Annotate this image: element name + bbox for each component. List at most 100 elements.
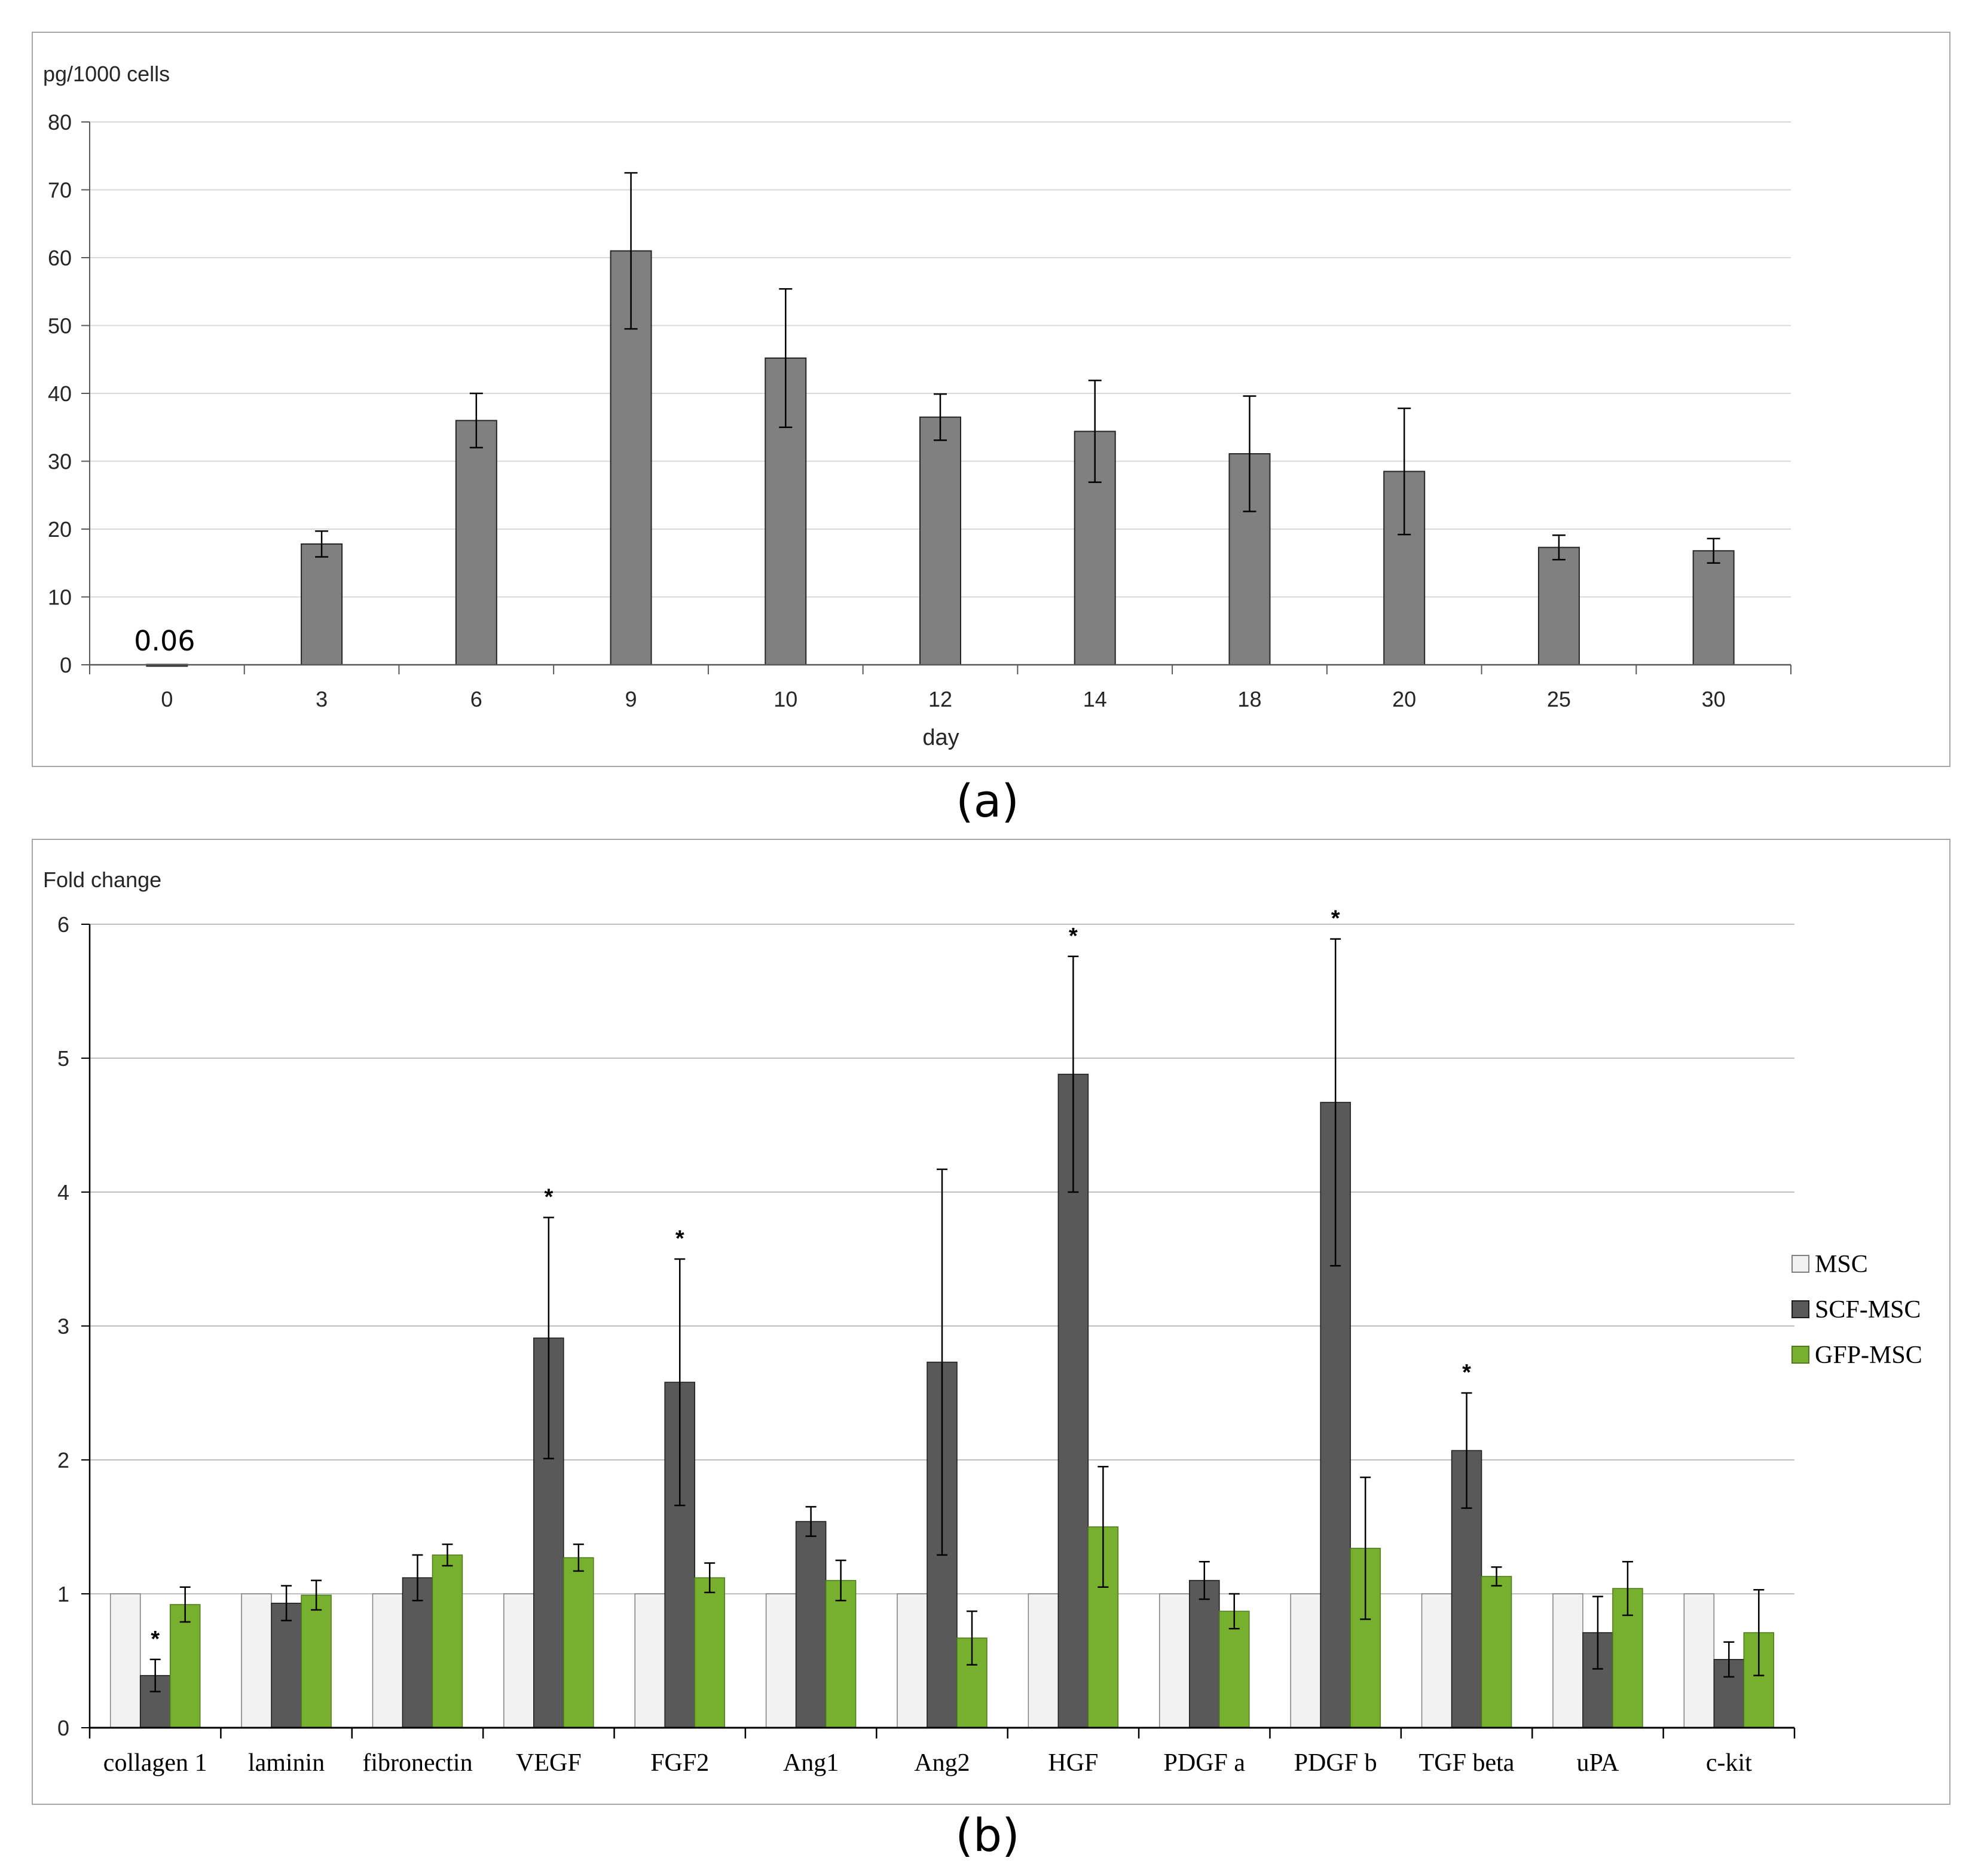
b-x-tick-label-c-kit: c-kit xyxy=(1706,1749,1752,1777)
b-y-tick-label-3: 3 xyxy=(57,1314,69,1339)
b-bar-tgf-beta-gfp-msc xyxy=(1481,1576,1512,1728)
a-y-tick-label-80: 80 xyxy=(48,110,72,135)
a-x-tick-label-9: 9 xyxy=(625,687,637,711)
a-x-tick-label-14: 14 xyxy=(1083,687,1107,711)
b-bar-fgf2-msc xyxy=(634,1593,665,1728)
b-bar-ang1-scf-msc xyxy=(795,1521,827,1728)
b-x-tick-label-laminin: laminin xyxy=(248,1749,325,1777)
panel-b-x-axis xyxy=(88,1727,1796,1738)
b-x-tick-label-ang2: Ang2 xyxy=(914,1749,970,1777)
a-bar-day-30 xyxy=(1692,550,1735,665)
b-legend-swatch-msc xyxy=(1791,1255,1809,1273)
b-y-tick-label-5: 5 xyxy=(57,1046,69,1071)
b-x-tick-label-upa: uPA xyxy=(1577,1749,1620,1777)
b-significance-star-pdgf-b: * xyxy=(1331,906,1340,931)
a-x-tick-label-0: 0 xyxy=(161,687,173,711)
b-bar-fibronectin-gfp-msc xyxy=(432,1554,463,1728)
b-bar-laminin-scf-msc xyxy=(271,1602,302,1728)
panel-a-caption: (a) xyxy=(956,774,1019,827)
b-bar-fibronectin-scf-msc xyxy=(402,1577,433,1728)
panel-b-chart: Fold change 0 1 2 3 4 5 6 * * * * * * collagen 1 lam… xyxy=(32,839,1950,1805)
b-bar-collagen-1-msc xyxy=(109,1593,141,1728)
b-significance-star-hgf: * xyxy=(1069,924,1078,949)
b-bar-upa-msc xyxy=(1552,1593,1583,1728)
a-y-tick-label-20: 20 xyxy=(48,517,72,542)
a-y-tick-label-0: 0 xyxy=(60,653,72,677)
b-bar-hgf-msc xyxy=(1028,1593,1059,1728)
b-bar-collagen-1-gfp-msc xyxy=(169,1604,201,1728)
a-y-tick-label-70: 70 xyxy=(48,178,72,203)
b-bar-pdgf-a-gfp-msc xyxy=(1219,1611,1250,1728)
panel-a-gridlines xyxy=(90,121,1791,598)
panel-a-y-tick-labels: 0 10 20 30 40 50 60 70 80 xyxy=(48,110,90,677)
a-x-tick-label-25: 25 xyxy=(1547,687,1571,711)
panel-a-bars: 0.06 xyxy=(134,172,1735,667)
a-bar-day-6 xyxy=(455,420,497,666)
b-legend-swatch-gfp-msc xyxy=(1791,1346,1809,1364)
b-significance-star-vegf: * xyxy=(544,1185,553,1210)
panel-b-caption: (b) xyxy=(955,1808,1020,1862)
b-bar-ang2-msc xyxy=(897,1593,928,1728)
b-y-tick-label-2: 2 xyxy=(57,1448,69,1472)
b-bar-tgf-beta-msc xyxy=(1421,1593,1453,1728)
panel-b-x-tick-labels: collagen 1 laminin fibronectin VEGF FGF2 Ang1… xyxy=(103,1749,1752,1777)
a-bar-day-3 xyxy=(301,543,343,665)
b-y-tick-label-1: 1 xyxy=(57,1582,69,1606)
b-legend-swatch-scf-msc xyxy=(1791,1300,1809,1318)
a-x-tick-label-20: 20 xyxy=(1392,687,1416,711)
b-y-tick-label-4: 4 xyxy=(57,1180,69,1205)
panel-a-x-tick-labels: 0 3 6 9 10 12 14 18 20 25 30 xyxy=(161,687,1725,711)
b-x-tick-label-ang1: Ang1 xyxy=(783,1749,839,1777)
b-bar-ang1-gfp-msc xyxy=(825,1579,857,1728)
b-bar-fgf2-gfp-msc xyxy=(694,1577,725,1728)
b-bar-c-kit-msc xyxy=(1683,1593,1715,1728)
b-x-tick-label-fibronectin: fibronectin xyxy=(362,1749,472,1777)
a-x-tick-label-18: 18 xyxy=(1237,687,1261,711)
b-x-tick-label-hgf: HGF xyxy=(1048,1749,1098,1777)
b-x-tick-label-pdgf-b: PDGF b xyxy=(1294,1749,1377,1777)
a-bar-day-25 xyxy=(1537,546,1580,666)
b-legend-label-scf-msc: SCF-MSC xyxy=(1815,1296,1921,1324)
a-y-tick-label-50: 50 xyxy=(48,314,72,338)
b-x-tick-label-collagen-1: collagen 1 xyxy=(103,1749,207,1777)
panel-b-bars: * * * * * * xyxy=(109,906,1775,1728)
panel-a-frame xyxy=(32,32,1950,767)
panel-a-chart: pg/1000 cells 0 10 20 30 40 50 60 70 80 0.06 0 3 6… xyxy=(32,32,1950,767)
a-x-tick-label-6: 6 xyxy=(470,687,482,711)
a-x-tick-label-3: 3 xyxy=(316,687,328,711)
b-bar-vegf-msc xyxy=(503,1593,534,1728)
b-bar-fibronectin-msc xyxy=(372,1593,403,1728)
a-x-tick-label-10: 10 xyxy=(774,687,797,711)
b-y-tick-label-6: 6 xyxy=(57,912,69,937)
b-bar-pdgf-a-scf-msc xyxy=(1189,1579,1220,1728)
b-bar-pdgf-b-msc xyxy=(1290,1593,1321,1728)
panel-b-y-axis-label: Fold change xyxy=(43,867,161,892)
panel-a-x-axis-label: day xyxy=(922,725,959,750)
b-bar-pdgf-a-msc xyxy=(1159,1593,1190,1728)
b-legend-label-gfp-msc: GFP-MSC xyxy=(1815,1342,1922,1369)
b-bar-vegf-gfp-msc xyxy=(563,1557,594,1728)
a-y-tick-label-30: 30 xyxy=(48,450,72,474)
b-legend-label-msc: MSC xyxy=(1815,1251,1868,1278)
panel-b-y-tick-labels: 0 1 2 3 4 5 6 xyxy=(57,912,91,1740)
b-significance-star-tgf-beta: * xyxy=(1462,1360,1471,1385)
panel-a-x-axis xyxy=(89,664,1791,674)
b-bar-laminin-gfp-msc xyxy=(301,1594,332,1728)
b-x-tick-label-fgf2: FGF2 xyxy=(650,1749,709,1777)
a-bar-day-12 xyxy=(919,416,961,665)
b-x-tick-label-tgf-beta: TGF beta xyxy=(1419,1749,1515,1777)
panel-b-legend: MSC SCF-MSC GFP-MSC xyxy=(1791,1251,1922,1369)
a-y-tick-label-40: 40 xyxy=(48,381,72,406)
b-significance-star-collagen-1: * xyxy=(151,1627,160,1652)
a-data-label-0-06: 0.06 xyxy=(134,625,195,657)
b-y-tick-label-0: 0 xyxy=(57,1716,69,1740)
b-x-tick-label-vegf: VEGF xyxy=(516,1749,582,1777)
b-x-tick-label-pdgf-a: PDGF a xyxy=(1164,1749,1246,1777)
a-x-tick-label-12: 12 xyxy=(928,687,952,711)
b-bar-ang1-msc xyxy=(765,1593,797,1728)
a-y-tick-label-60: 60 xyxy=(48,246,72,270)
b-bar-laminin-msc xyxy=(241,1593,272,1728)
panel-a-y-axis-label: pg/1000 cells xyxy=(43,62,170,86)
a-x-tick-label-30: 30 xyxy=(1702,687,1726,711)
